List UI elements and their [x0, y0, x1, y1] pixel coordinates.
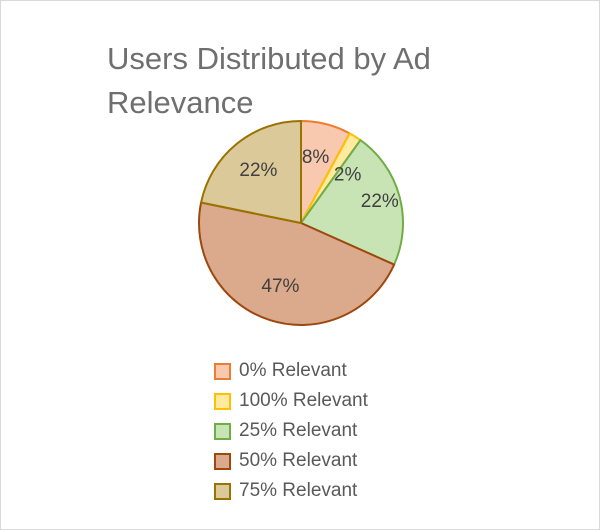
legend-label: 100% Relevant: [239, 390, 368, 411]
data-label: 22%: [361, 191, 399, 212]
chart-title: Users Distributed by Ad Relevance: [107, 41, 431, 120]
legend-swatch: [214, 422, 231, 440]
data-label: 2%: [334, 165, 362, 186]
legend: 0% Relevant 100% Relevant 25% Relevant 50% …: [214, 356, 368, 506]
pie-slice: [198, 201, 396, 326]
legend-swatch: [214, 392, 231, 410]
legend-label: 0% Relevant: [239, 360, 347, 381]
legend-item: 0% Relevant: [214, 356, 368, 386]
legend-label: 25% Relevant: [239, 420, 358, 441]
legend-swatch: [214, 452, 231, 470]
legend-item: 50% Relevant: [214, 446, 368, 476]
legend-item: 25% Relevant: [214, 416, 368, 446]
data-label: 22%: [239, 160, 277, 181]
legend-swatch: [214, 362, 231, 380]
data-label: 8%: [302, 147, 330, 168]
legend-label: 75% Relevant: [239, 480, 358, 501]
legend-item: 100% Relevant: [214, 386, 368, 416]
legend-label: 50% Relevant: [239, 450, 358, 471]
data-label: 47%: [261, 276, 299, 297]
legend-item: 75% Relevant: [214, 476, 368, 506]
legend-swatch: [214, 482, 231, 500]
pie-slice: [200, 120, 302, 224]
